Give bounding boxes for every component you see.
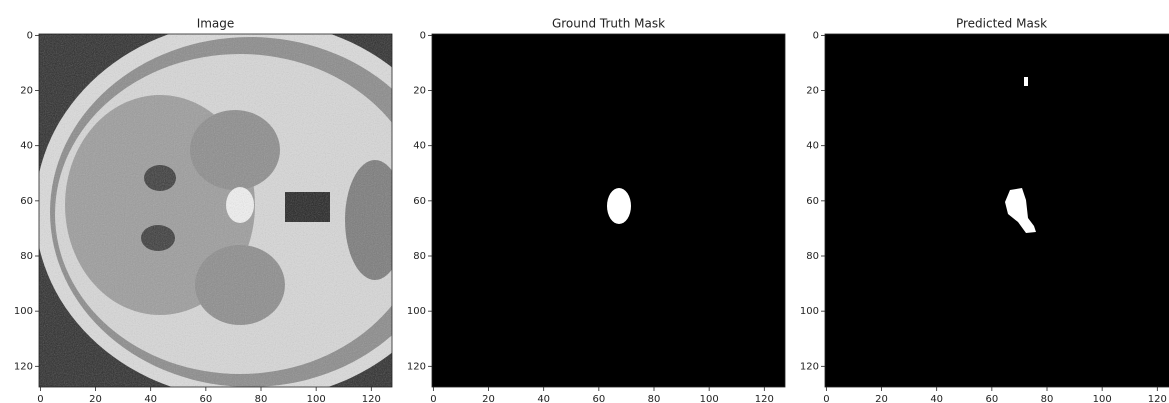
y-tick-label: 40 <box>413 141 426 152</box>
x-tick-label: 0 <box>37 394 43 403</box>
x-tick-label: 100 <box>307 394 326 403</box>
x-tick-label: 120 <box>755 394 774 403</box>
x-tick-label: 20 <box>875 394 888 403</box>
x-tick-label: 60 <box>592 394 605 403</box>
x-tick-label: 40 <box>144 394 157 403</box>
x-tick-label: 60 <box>199 394 212 403</box>
x-tick-label: 120 <box>362 394 381 403</box>
x-tick-label: 40 <box>930 394 943 403</box>
figure: Image 0 20 40 60 80 100 120 0 20 40 60 80 100 120 Groun… <box>0 0 1169 403</box>
y-tick-label: 40 <box>20 141 33 152</box>
chart-title: Image <box>197 17 235 31</box>
mask-background <box>825 34 1169 387</box>
x-tick-label: 80 <box>1041 394 1054 403</box>
mri-image <box>35 20 465 400</box>
y-tick-label: 100 <box>14 306 33 317</box>
chart-title: Ground Truth Mask <box>552 17 665 31</box>
y-tick-label: 80 <box>413 251 426 262</box>
x-tick-label: 0 <box>430 394 436 403</box>
x-tick-label: 40 <box>537 394 550 403</box>
x-tick-label: 60 <box>985 394 998 403</box>
x-tick-label: 120 <box>1148 394 1167 403</box>
y-tick-label: 120 <box>800 361 819 372</box>
x-tick-label: 100 <box>700 394 719 403</box>
y-tick-label: 60 <box>806 196 819 207</box>
y-tick-label: 120 <box>14 361 33 372</box>
x-tick-label: 0 <box>823 394 829 403</box>
y-tick-label: 20 <box>20 86 33 97</box>
chart-title: Predicted Mask <box>956 17 1047 31</box>
y-tick-label: 0 <box>420 30 426 41</box>
y-tick-label: 60 <box>20 196 33 207</box>
y-tick-label: 40 <box>806 141 819 152</box>
x-tick-label: 80 <box>648 394 661 403</box>
mask-region <box>1024 77 1028 86</box>
y-tick-label: 100 <box>800 306 819 317</box>
y-tick-label: 120 <box>407 361 426 372</box>
y-tick-label: 0 <box>27 30 33 41</box>
y-tick-label: 20 <box>806 86 819 97</box>
y-tick-label: 20 <box>413 86 426 97</box>
y-tick-label: 80 <box>20 251 33 262</box>
y-tick-label: 0 <box>813 30 819 41</box>
x-tick-label: 20 <box>89 394 102 403</box>
y-tick-label: 80 <box>806 251 819 262</box>
page: Image 0 20 40 60 80 100 120 0 20 40 60 80 100 120 Groun… <box>0 0 1169 403</box>
y-tick-label: 60 <box>413 196 426 207</box>
x-tick-label: 20 <box>482 394 495 403</box>
x-tick-label: 100 <box>1093 394 1112 403</box>
x-tick-label: 80 <box>255 394 268 403</box>
y-tick-label: 100 <box>407 306 426 317</box>
mask-region <box>607 188 631 224</box>
